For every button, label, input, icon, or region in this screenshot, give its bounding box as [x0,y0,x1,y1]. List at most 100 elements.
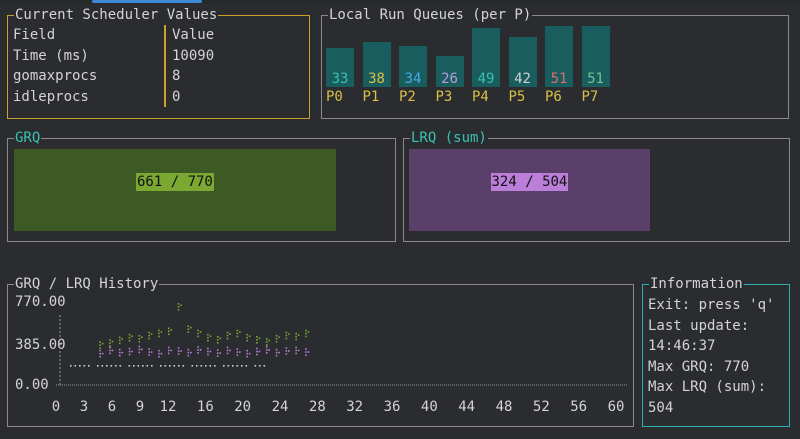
grq-history-point [167,330,170,333]
run-queue-label: P0 [326,89,343,105]
history-plot [56,303,628,386]
grq-history-point [197,329,199,332]
run-queues-panel: Local Run Queues (per P) 33 P0 38 P1 34 P2 26 P… [321,6,789,119]
grq-history-point [207,333,209,336]
x-tick-label: 60 [607,399,625,415]
grq-history-point [197,332,199,335]
run-queue-bar [399,46,427,87]
baseline-history-point [263,365,266,367]
lrq-history-point [199,349,202,351]
lrq-history-point [226,352,229,355]
grq-history-point [177,306,180,308]
grq-history-point [285,334,288,337]
grq-history-point [187,328,190,330]
lrq-history-point [99,352,101,355]
lrq-history-point [148,348,150,350]
lrq-history-point [307,351,310,353]
lrq-history-point [197,346,199,348]
x-tick-label: 0 [51,399,61,415]
grq-history-point [199,331,202,333]
grq-history-point [236,335,239,338]
grq-history-point [265,341,268,343]
grq-history-point [265,338,268,340]
grq-history-point [148,331,150,334]
baseline-history-point [83,365,86,367]
lrq-history-point [305,348,307,350]
run-queue-value: 51 [587,71,604,87]
row-field: gomaxprocs [13,68,98,84]
grq-history-point [170,328,173,331]
run-queue-bars: 33 P0 38 P1 34 P2 26 P3 49 P4 42 P5 51 P6 51 P7 [322,16,788,118]
grq-history-point [307,331,310,333]
lrq-history-point [226,346,229,349]
lrq-history-point [128,347,131,350]
info-last-update-label: Last update: [648,317,750,334]
grq-history-point [219,337,222,340]
grq-history-point [248,335,251,337]
baseline-history-point [74,365,77,367]
lrq-history-point [160,352,163,355]
run-queue-label: P4 [472,89,489,105]
baseline-history-point [191,365,194,367]
run-queue-label: P2 [399,89,416,105]
lrq-history-point [305,351,307,353]
baseline-history-point [178,365,180,367]
grq-history-point [187,325,190,327]
run-queue-label: P7 [581,89,599,105]
run-queue-value: 33 [331,71,349,87]
info-panel-title: Information [649,275,744,293]
grq-history-point [226,331,229,334]
x-tick-label: 56 [570,399,588,415]
run-queue-label: P5 [508,89,526,105]
grq-history-point [216,336,219,338]
active-tab-indicator [92,0,202,3]
grq-history-point [207,339,209,342]
run-queue-value: 51 [550,71,568,87]
info-max-lrq-value: 504 [648,399,674,416]
grq-history-point [138,334,141,337]
grq-history-point [265,344,268,346]
lrq-history-point [158,349,160,352]
y-tick-label: 385.00 [15,337,66,353]
x-tick-label: 20 [234,399,252,415]
grq-history-point [118,339,121,342]
lrq-panel: LRQ (sum) 324 / 504 [403,129,790,242]
grq-history-point [128,336,131,339]
grq-history-point [305,329,307,332]
grq-history-point [128,333,131,336]
lrq-history-point [268,349,271,351]
history-panel-title: GRQ / LRQ History [14,275,160,293]
lrq-history-point [278,351,280,354]
grq-history-point [285,331,288,334]
grq-history-point [158,329,160,332]
lrq-history-point [167,352,170,355]
lrq-history-point [246,355,248,358]
grq-history-point [275,334,278,337]
baseline-history-point [209,365,212,367]
grq-history-point [158,335,160,338]
baseline-history-point [164,365,167,367]
grq-history-point [207,336,209,339]
lrq-history-point [256,350,258,353]
row-value: 10090 [172,47,215,64]
lrq-history-point [187,354,190,357]
grq-history-point [118,336,121,339]
baseline-history-point [245,365,248,367]
lrq-history-point [236,348,239,350]
info-panel: Information Exit: press 'q' Last update:… [642,275,790,427]
grq-history-point [99,344,101,346]
grq-history-point [258,337,261,340]
baseline-history-point [151,365,153,367]
lrq-history-point [207,353,209,356]
baseline-history-point [241,365,243,367]
x-tick-label: 44 [458,399,476,415]
lrq-history-point [297,349,300,352]
baseline-history-point [88,365,90,367]
grq-history-point [295,338,297,341]
value-header: Value [172,27,215,43]
lrq-history-point [141,348,143,351]
grq-history-point [246,333,248,336]
lrq-history-point [285,350,288,352]
x-tick-label: 40 [420,399,438,415]
